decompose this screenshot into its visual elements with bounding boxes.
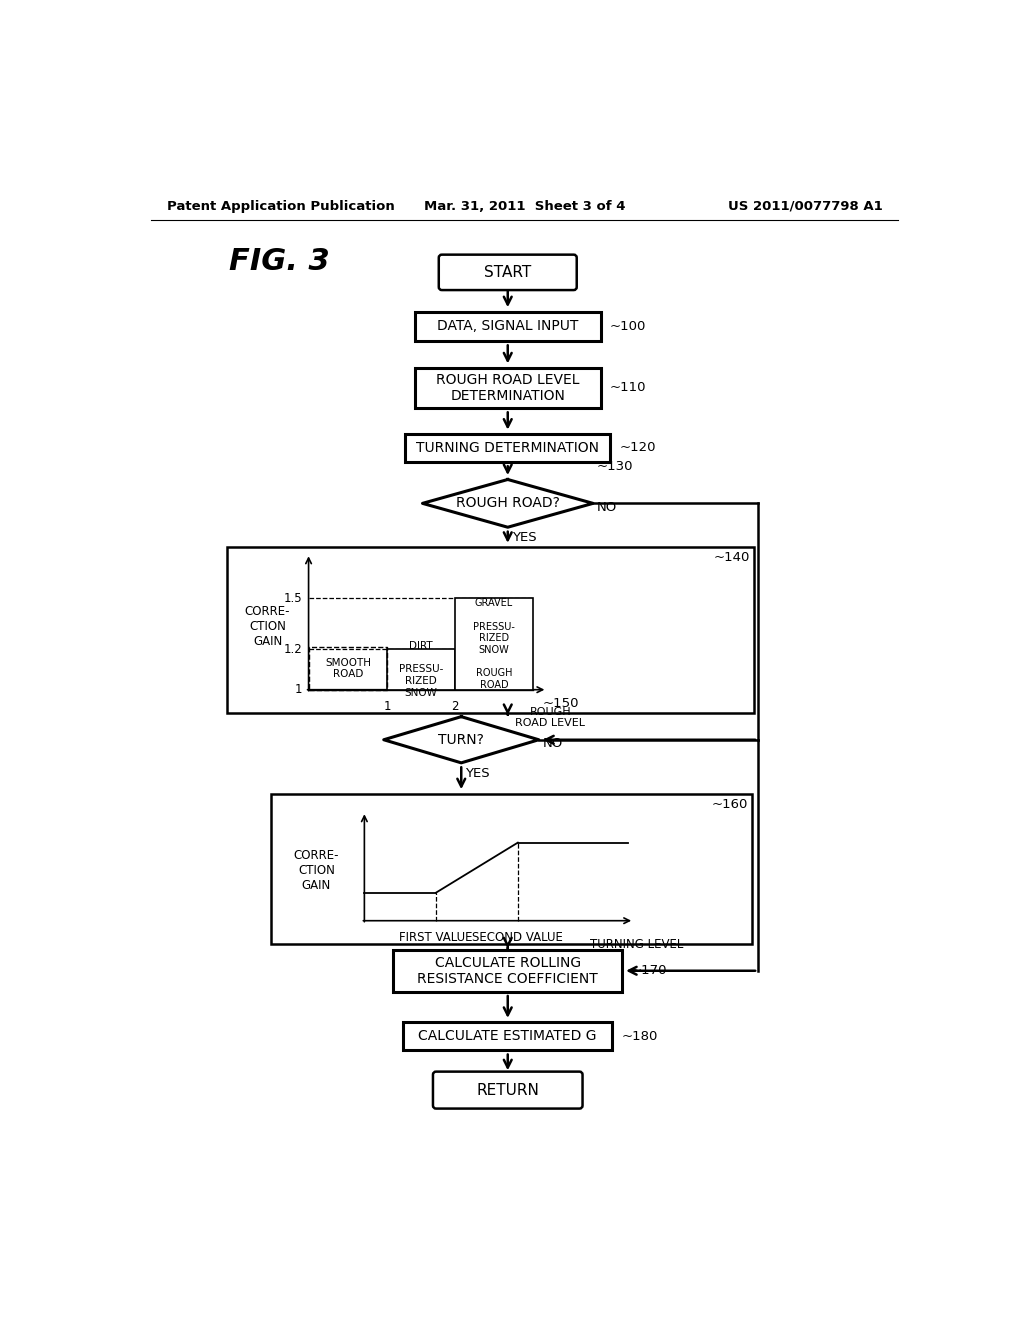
FancyBboxPatch shape: [438, 255, 577, 290]
Text: 1: 1: [383, 701, 391, 714]
Text: CORRE-
CTION
GAIN: CORRE- CTION GAIN: [294, 849, 339, 892]
Text: ~120: ~120: [620, 441, 655, 454]
Text: RETURN: RETURN: [476, 1082, 540, 1098]
Text: 1: 1: [295, 684, 302, 696]
Bar: [271, 793, 752, 944]
Text: TURNING DETERMINATION: TURNING DETERMINATION: [416, 441, 599, 455]
Text: CORRE-
CTION
GAIN: CORRE- CTION GAIN: [245, 605, 290, 648]
Text: ~160: ~160: [712, 797, 748, 810]
Text: 1.5: 1.5: [284, 591, 302, 605]
Text: 1.2: 1.2: [284, 643, 302, 656]
Text: SMOOTH
ROAD: SMOOTH ROAD: [325, 657, 371, 680]
Text: ~150: ~150: [543, 697, 580, 710]
Bar: [393, 950, 622, 991]
Text: GRAVEL

PRESSU-
RIZED
SNOW

ROUGH
ROAD: GRAVEL PRESSU- RIZED SNOW ROUGH ROAD: [473, 598, 515, 689]
Text: ROUGH ROAD?: ROUGH ROAD?: [456, 496, 560, 511]
Text: 2: 2: [451, 701, 459, 714]
Text: SECOND VALUE: SECOND VALUE: [472, 931, 563, 944]
Text: FIRST VALUE: FIRST VALUE: [399, 931, 473, 944]
Text: YES: YES: [465, 767, 489, 780]
Text: ~170: ~170: [631, 964, 668, 977]
Bar: [415, 312, 601, 341]
Polygon shape: [423, 479, 593, 527]
FancyBboxPatch shape: [433, 1072, 583, 1109]
Text: TURN?: TURN?: [438, 733, 484, 747]
Text: TURNING LEVEL: TURNING LEVEL: [591, 937, 684, 950]
Text: YES: YES: [512, 531, 537, 544]
Text: DIRT

PRESSU-
RIZED
SNOW: DIRT PRESSU- RIZED SNOW: [398, 642, 443, 697]
Text: CALCULATE ROLLING
RESISTANCE COEFFICIENT: CALCULATE ROLLING RESISTANCE COEFFICIENT: [418, 956, 598, 986]
Bar: [387, 649, 455, 689]
Text: Mar. 31, 2011  Sheet 3 of 4: Mar. 31, 2011 Sheet 3 of 4: [424, 199, 626, 213]
Text: ~100: ~100: [610, 319, 646, 333]
Text: US 2011/0077798 A1: US 2011/0077798 A1: [728, 199, 883, 213]
Text: NO: NO: [543, 737, 563, 750]
Text: FIG. 3: FIG. 3: [228, 247, 330, 276]
Text: ROUGH
ROAD LEVEL: ROUGH ROAD LEVEL: [515, 706, 586, 729]
Bar: [406, 434, 610, 462]
Text: ROUGH ROAD LEVEL
DETERMINATION: ROUGH ROAD LEVEL DETERMINATION: [436, 372, 580, 403]
Text: ~130: ~130: [597, 461, 634, 474]
Text: Patent Application Publication: Patent Application Publication: [167, 199, 394, 213]
Bar: [415, 368, 601, 408]
Bar: [227, 548, 755, 713]
Text: ~180: ~180: [622, 1030, 658, 1043]
Text: ~110: ~110: [610, 381, 646, 395]
Bar: [455, 598, 534, 689]
Text: NO: NO: [597, 500, 617, 513]
Text: DATA, SIGNAL INPUT: DATA, SIGNAL INPUT: [437, 319, 579, 333]
Text: ~140: ~140: [714, 552, 751, 564]
Bar: [403, 1022, 612, 1051]
Polygon shape: [384, 717, 539, 763]
Text: CALCULATE ESTIMATED G: CALCULATE ESTIMATED G: [419, 1030, 597, 1043]
Text: START: START: [484, 265, 531, 280]
